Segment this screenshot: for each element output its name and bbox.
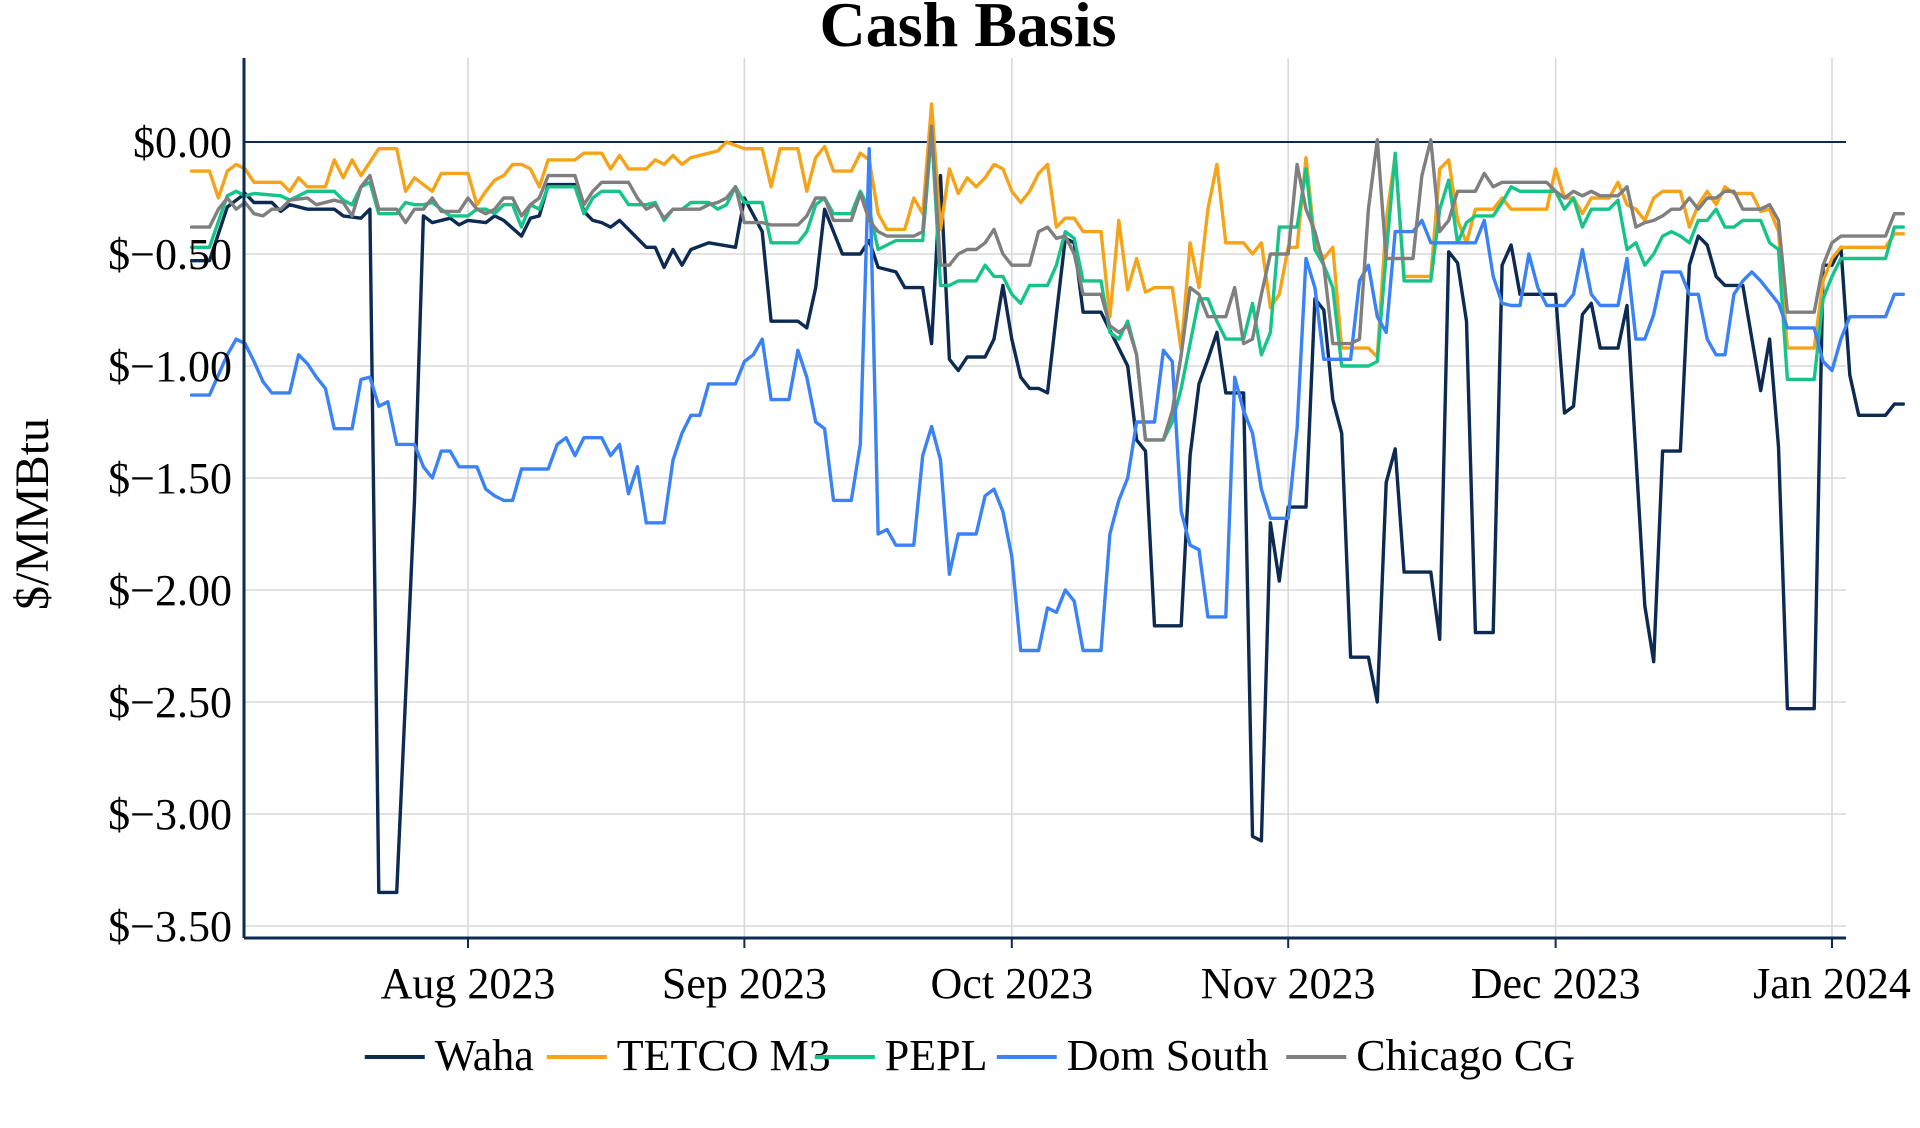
y-tick-label: $−3.00 (108, 790, 232, 839)
x-tick-label: Nov 2023 (1201, 959, 1376, 1008)
y-tick-label: $−2.50 (108, 678, 232, 727)
y-tick-label: $−0.50 (108, 230, 232, 279)
grid-lines (244, 58, 1846, 938)
y-tick-label: $−1.50 (108, 454, 232, 503)
axes (242, 58, 1846, 948)
legend-label: Waha (435, 1031, 534, 1080)
series-line-dom-south (189, 147, 1905, 653)
legend-label: Chicago CG (1356, 1031, 1575, 1080)
y-tick-label: $−1.00 (108, 342, 232, 391)
series-line-chicago-cg (189, 124, 1905, 442)
series-line-tetco-m3 (189, 102, 1905, 359)
x-tick-label: Aug 2023 (381, 959, 556, 1008)
legend: Waha TETCO M3 PEPL Dom South Chicago CG (364, 1031, 1575, 1080)
plot-area (189, 102, 1905, 895)
y-tick-label: $0.00 (133, 118, 232, 167)
legend-label: PEPL (885, 1031, 988, 1080)
x-tick-labels: Aug 2023 Sep 2023 Oct 2023 Nov 2023 Dec 2023… (381, 959, 1911, 1008)
x-tick-label: Jan 2024 (1753, 959, 1911, 1008)
x-tick-label: Dec 2023 (1471, 959, 1641, 1008)
legend-label: TETCO M3 (617, 1031, 831, 1080)
chart-title: Cash Basis (820, 0, 1117, 60)
y-axis-label: $/MMBtu (6, 418, 59, 610)
legend-label: Dom South (1067, 1031, 1269, 1080)
y-tick-labels: $0.00 $−0.50 $−1.00 $−1.50 $−2.00 $−2.50 $−3.0… (108, 118, 232, 951)
y-tick-label: $−3.50 (108, 902, 232, 951)
x-tick-label: Oct 2023 (931, 959, 1094, 1008)
y-tick-label: $−2.00 (108, 566, 232, 615)
x-tick-label: Sep 2023 (662, 959, 827, 1008)
